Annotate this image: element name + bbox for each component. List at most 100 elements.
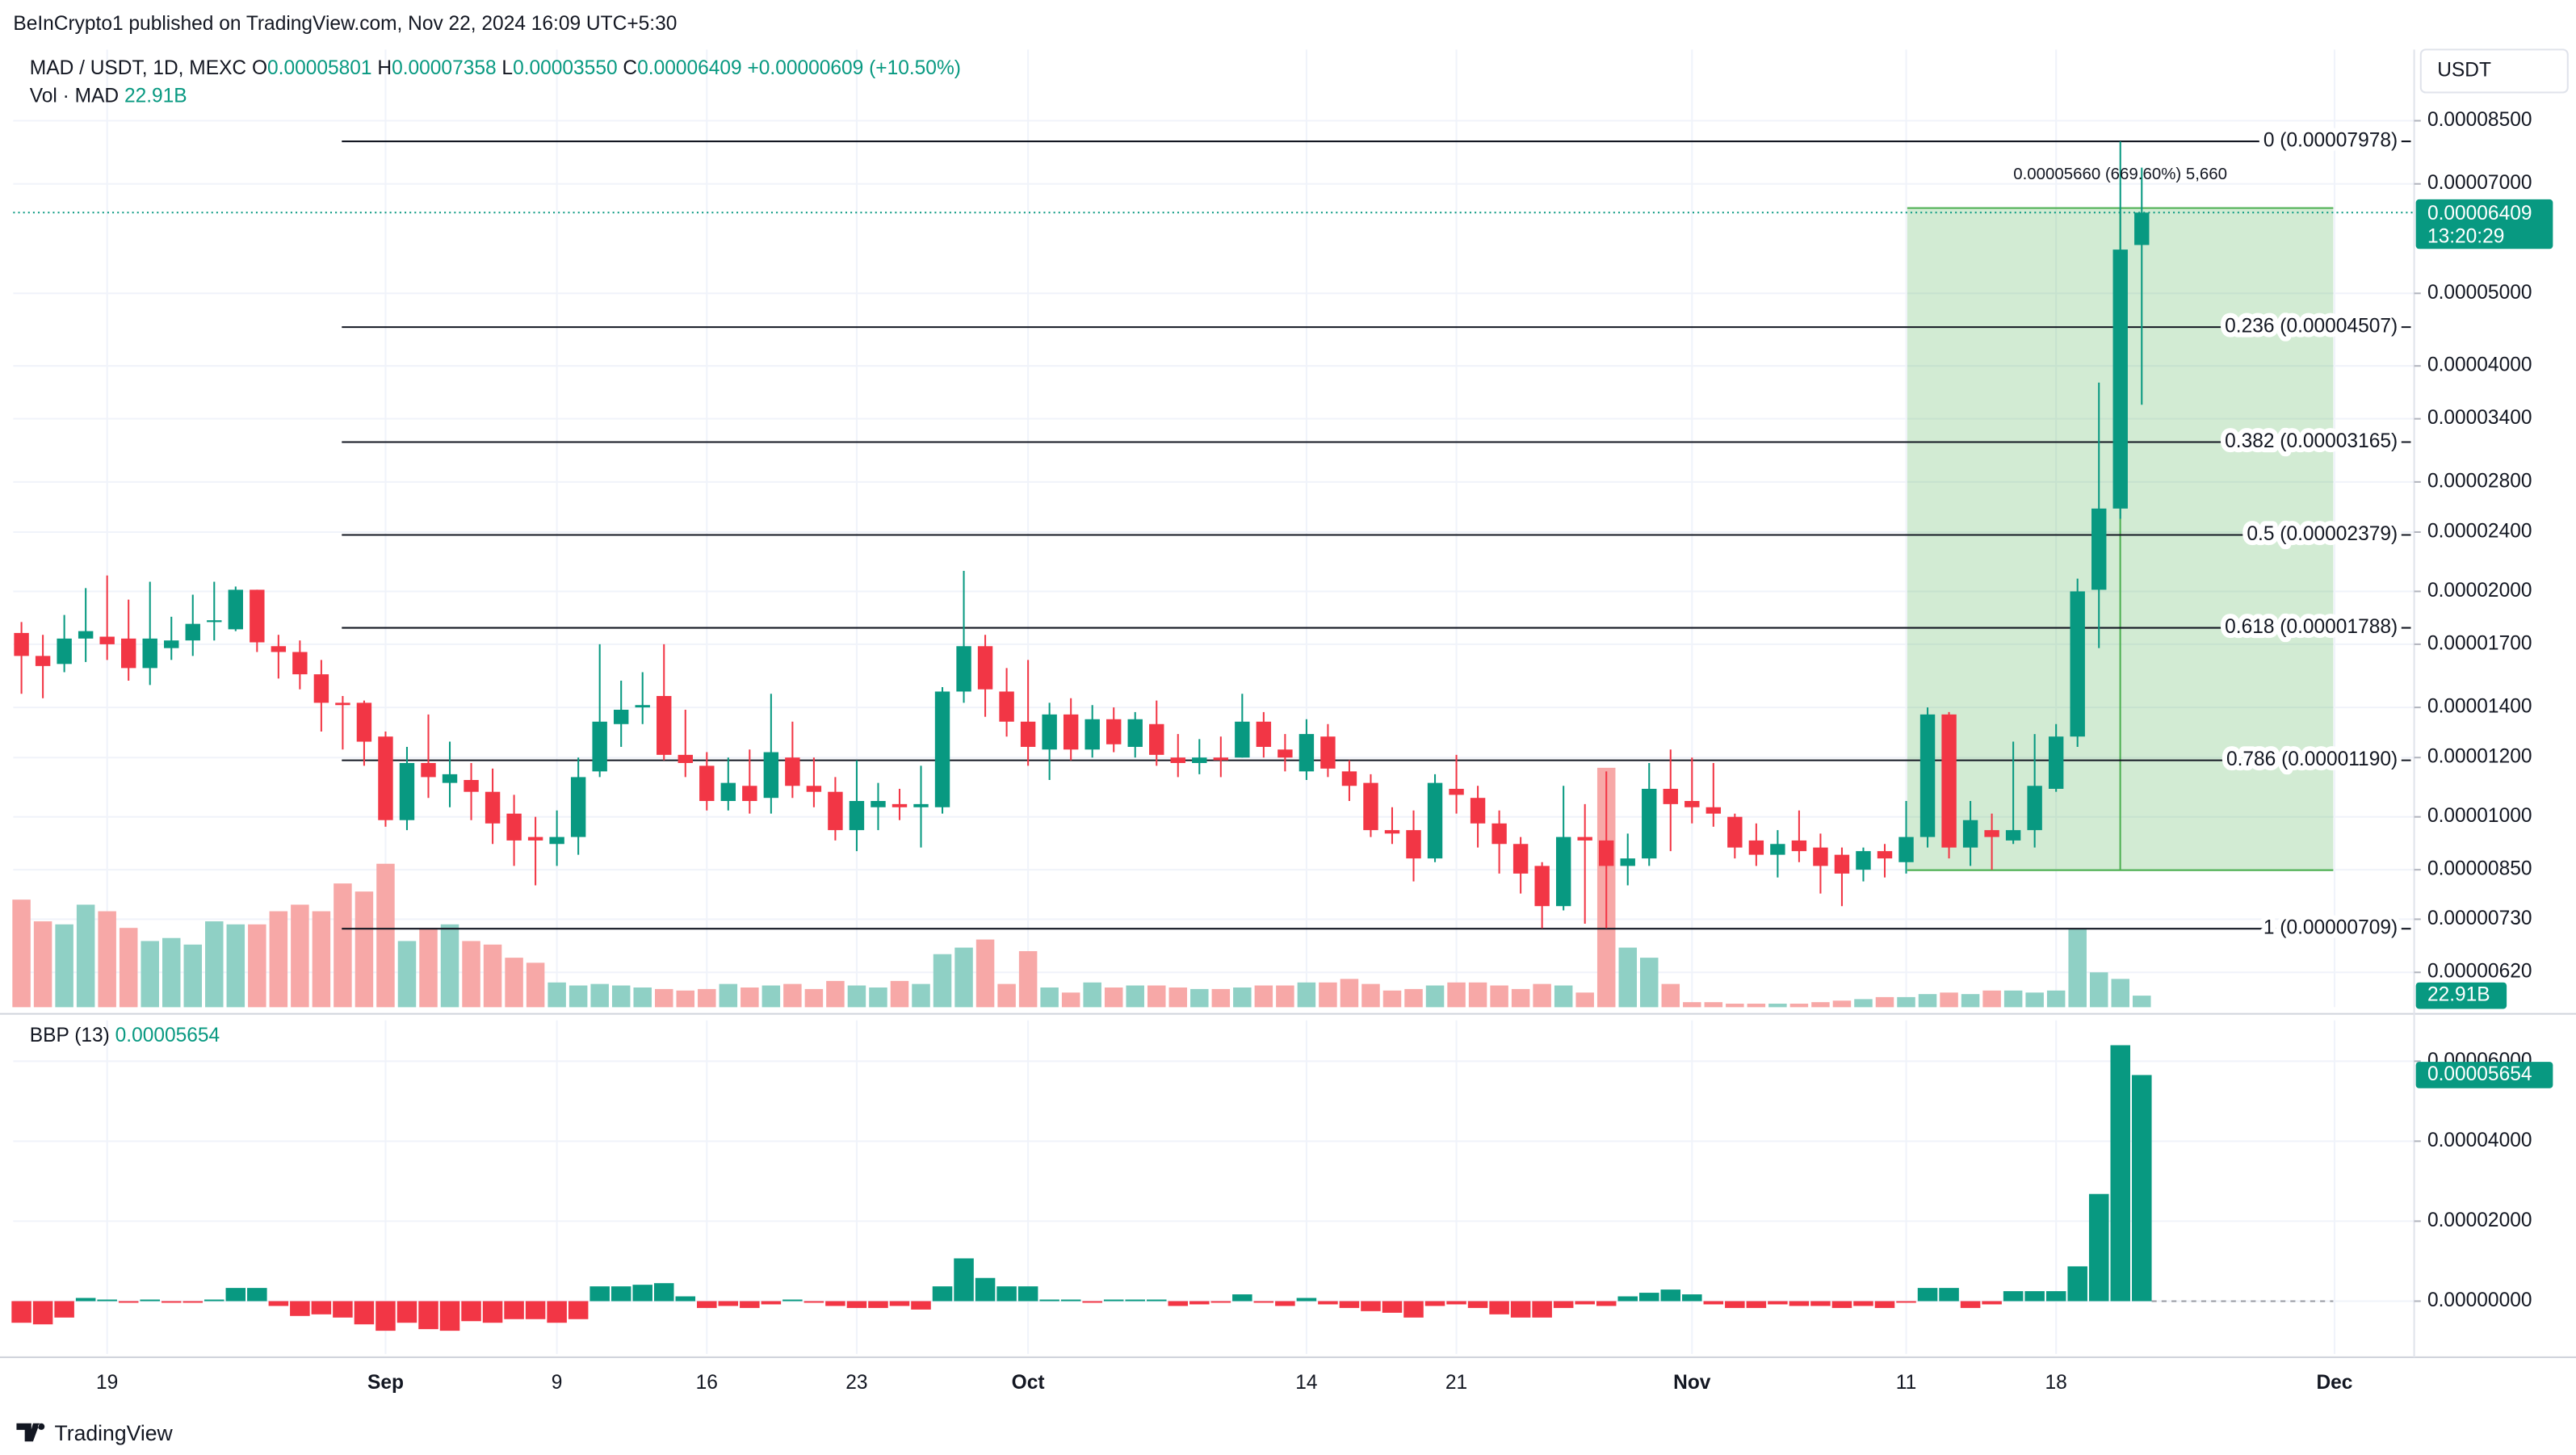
bbp-value-label: 0.00005654 (2427, 1063, 2532, 1085)
candle-body (485, 791, 501, 824)
volume-bar (1618, 947, 1637, 1008)
candle-body (2112, 249, 2128, 509)
volume-bar (1297, 982, 1316, 1008)
fib-label: 0.236 (0.00004507) (2225, 316, 2398, 338)
bbp-bar (183, 1301, 203, 1303)
volume-bar (1254, 985, 1273, 1008)
volume-bar (1575, 992, 1594, 1008)
candle-body (207, 620, 222, 623)
candle-body (1684, 801, 1700, 807)
candle-body (1491, 823, 1507, 845)
y-tick-label: 0.00000000 (2427, 1289, 2532, 1311)
candle-body (1427, 782, 1443, 859)
legend-bbp: BBP (13) 0.00005654 (30, 1025, 220, 1047)
currency[interactable]: USDT (2437, 59, 2491, 81)
change: +0.00000609 (+10.50%) (747, 57, 960, 79)
candle-body (742, 786, 757, 802)
candle-body (1727, 816, 1743, 848)
bbp-bar (1853, 1301, 1873, 1306)
bbp-bar (825, 1301, 845, 1306)
volume-bar (676, 990, 695, 1008)
bbp-bar (2067, 1266, 2087, 1302)
bbp-bar (354, 1301, 375, 1325)
candle-body (527, 837, 543, 841)
volume-bar (1061, 992, 1080, 1008)
y-tick-label: 0.00008500 (2427, 109, 2532, 131)
candle-body (1663, 788, 1678, 804)
candle-body (1834, 854, 1850, 874)
last-price-label: 0.00006409 (2427, 203, 2532, 224)
bbp-bar (846, 1301, 867, 1308)
volume-bar (355, 891, 374, 1008)
volume-bar (291, 904, 309, 1008)
candle-body (313, 674, 329, 703)
fib-label: 0.786 (0.00001190) (2226, 748, 2398, 770)
bbp-bar (1725, 1301, 1745, 1308)
bbp-bar (1168, 1301, 1189, 1306)
volume-bar (1811, 1002, 1830, 1008)
volume-bar (12, 899, 31, 1008)
candle-body (1170, 757, 1185, 763)
bbp-bar (911, 1301, 931, 1310)
y-tick-label: 0.00000620 (2427, 961, 2532, 983)
candle-body (592, 721, 607, 772)
y-tick-label: 0.00000730 (2427, 908, 2532, 929)
bbp-bar (1424, 1301, 1445, 1306)
bbp-bar (1510, 1301, 1531, 1318)
bbp-bar (1060, 1299, 1081, 1302)
candle-body (763, 752, 779, 799)
volume-bar (1961, 994, 1980, 1008)
candle-body (142, 638, 157, 669)
bbp-bar (1831, 1301, 1852, 1308)
volume-bar (1704, 1002, 1723, 1008)
bbp-bar (1467, 1301, 1488, 1308)
bbp-bar (1746, 1301, 1767, 1308)
volume-bar (1875, 996, 1894, 1008)
volume-bar (162, 937, 181, 1008)
candle-body (1085, 719, 1100, 750)
logo-icon (16, 1423, 45, 1442)
candle-body (2027, 786, 2042, 831)
volume-bar (954, 947, 973, 1008)
volume-bar (1511, 988, 1530, 1008)
candle-body (2070, 591, 2085, 737)
legend-ohlc: MAD / USDT, 1D, MEXC O0.00005801 H0.0000… (30, 57, 961, 79)
bbp-bar (1082, 1301, 1102, 1303)
bbp-bar (11, 1301, 31, 1323)
volume-bar (1018, 950, 1038, 1008)
volume-bar (783, 983, 802, 1008)
volume-bar (1404, 988, 1423, 1008)
volume-bar (1982, 990, 2001, 1008)
candle-body (1192, 757, 1207, 763)
key: L (501, 57, 513, 79)
bbp-bar (140, 1299, 160, 1302)
candle-body (1042, 714, 1057, 750)
bbp-bar (1638, 1293, 1659, 1302)
candle-body (1962, 820, 1978, 848)
candle-body (1642, 788, 1657, 859)
candle-body (1856, 851, 1871, 870)
candle-body (892, 803, 908, 807)
bbp-bar (1318, 1301, 1338, 1305)
volume-bar (397, 941, 417, 1008)
volume-value-label: 22.91B (2427, 984, 2490, 1006)
bbp-bar (1896, 1301, 1916, 1303)
candle-body (399, 762, 415, 820)
volume-bar (55, 924, 73, 1008)
candle-body (185, 623, 200, 641)
candle-body (1898, 837, 1914, 862)
bbp-bar (1960, 1301, 1981, 1308)
x-tick-label: Nov (1673, 1372, 1711, 1394)
currency-button[interactable] (2419, 48, 2569, 94)
x-tick-label: 23 (845, 1372, 867, 1394)
candle-body (292, 652, 308, 675)
bbp-bar (740, 1301, 760, 1308)
candle-body (1063, 714, 1079, 750)
volume-bar (505, 958, 523, 1008)
volume-bar (568, 985, 588, 1008)
candle-body (78, 631, 94, 639)
close: 0.00006409 (637, 57, 742, 79)
volume-box (2415, 982, 2507, 1009)
bbp-bar (954, 1258, 974, 1302)
x-tick-label: 19 (96, 1372, 118, 1394)
